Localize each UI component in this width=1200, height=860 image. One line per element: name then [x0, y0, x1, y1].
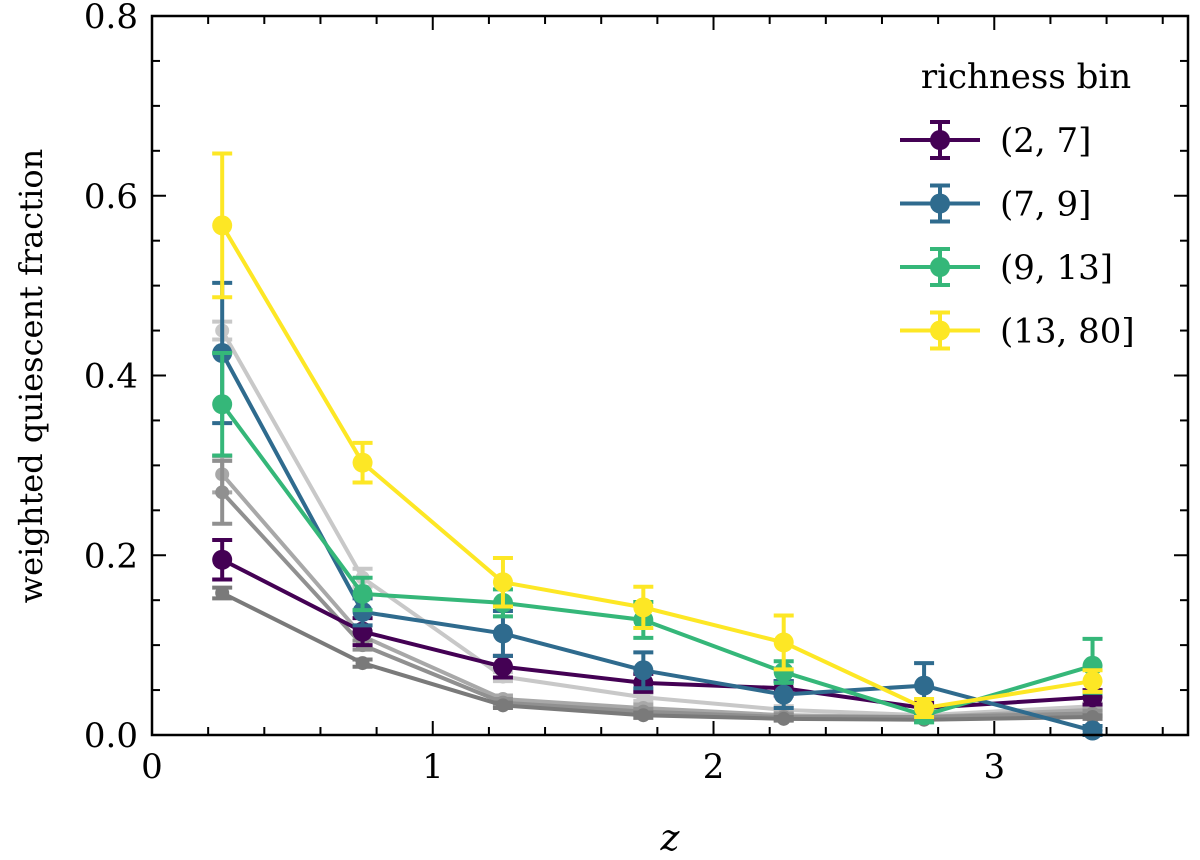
legend-entry: (9, 13] — [900, 247, 1113, 288]
legend: richness bin (2, 7] (7, 9] (9, 13] (13, 80] — [900, 57, 1135, 352]
x-tick-label: 0 — [141, 747, 163, 787]
data-point — [352, 583, 373, 604]
data-point — [914, 698, 935, 719]
data-point — [492, 572, 513, 593]
legend-marker — [930, 320, 950, 341]
series--7-9- — [212, 280, 1103, 741]
background-series-line — [212, 319, 1103, 723]
data-point — [355, 656, 370, 671]
data-point — [1085, 710, 1100, 725]
legend-title: richness bin — [921, 57, 1131, 97]
y-tick-label: 0.2 — [84, 536, 138, 576]
background-series — [212, 319, 1103, 727]
x-tick-label: 3 — [983, 747, 1005, 787]
y-tick-label: 0.4 — [84, 357, 138, 397]
x-tick-label: 1 — [422, 747, 444, 787]
data-point — [215, 585, 230, 600]
data-point — [636, 708, 651, 723]
axis-ticks: 0 1 2 3 0.0 0.2 0.4 0.6 0.8 — [84, 0, 1188, 787]
legend-entry: (2, 7] — [900, 120, 1091, 161]
legend-entry: (13, 80] — [900, 310, 1135, 352]
series--13-80- — [212, 151, 1103, 720]
data-point — [215, 485, 230, 500]
background-series-line — [212, 585, 1103, 727]
data-point — [773, 662, 794, 683]
y-axis-label: weighted quiescent fraction — [12, 149, 50, 603]
data-point — [495, 698, 510, 713]
data-point — [212, 215, 233, 236]
data-point — [776, 711, 791, 726]
data-point — [492, 623, 513, 644]
data-point — [212, 549, 233, 570]
data-point — [492, 656, 513, 677]
data-point — [1082, 720, 1103, 741]
data-point — [212, 394, 233, 415]
y-tick-label: 0.8 — [84, 0, 138, 37]
legend-label: (9, 13] — [1000, 248, 1113, 288]
data-point — [773, 684, 794, 705]
y-tick-label: 0.6 — [84, 177, 138, 217]
legend-label: (2, 7] — [1000, 121, 1091, 161]
legend-marker — [930, 193, 950, 214]
series-line — [220, 352, 1094, 733]
series-layer — [212, 151, 1103, 741]
x-tick-label: 2 — [703, 747, 725, 787]
data-point — [773, 632, 794, 653]
legend-marker — [930, 257, 950, 277]
legend-entry: (7, 9] — [900, 183, 1091, 225]
legend-marker — [930, 130, 950, 150]
series--9-13- — [212, 351, 1103, 726]
data-point — [633, 660, 654, 681]
x-axis-label: z — [660, 818, 681, 856]
legend-label: (13, 80] — [1000, 312, 1135, 352]
data-point — [352, 452, 373, 473]
data-point — [633, 597, 654, 618]
legend-label: (7, 9] — [1000, 185, 1091, 225]
data-point — [914, 675, 935, 696]
data-point — [1082, 671, 1103, 692]
y-tick-label: 0.0 — [84, 716, 138, 756]
